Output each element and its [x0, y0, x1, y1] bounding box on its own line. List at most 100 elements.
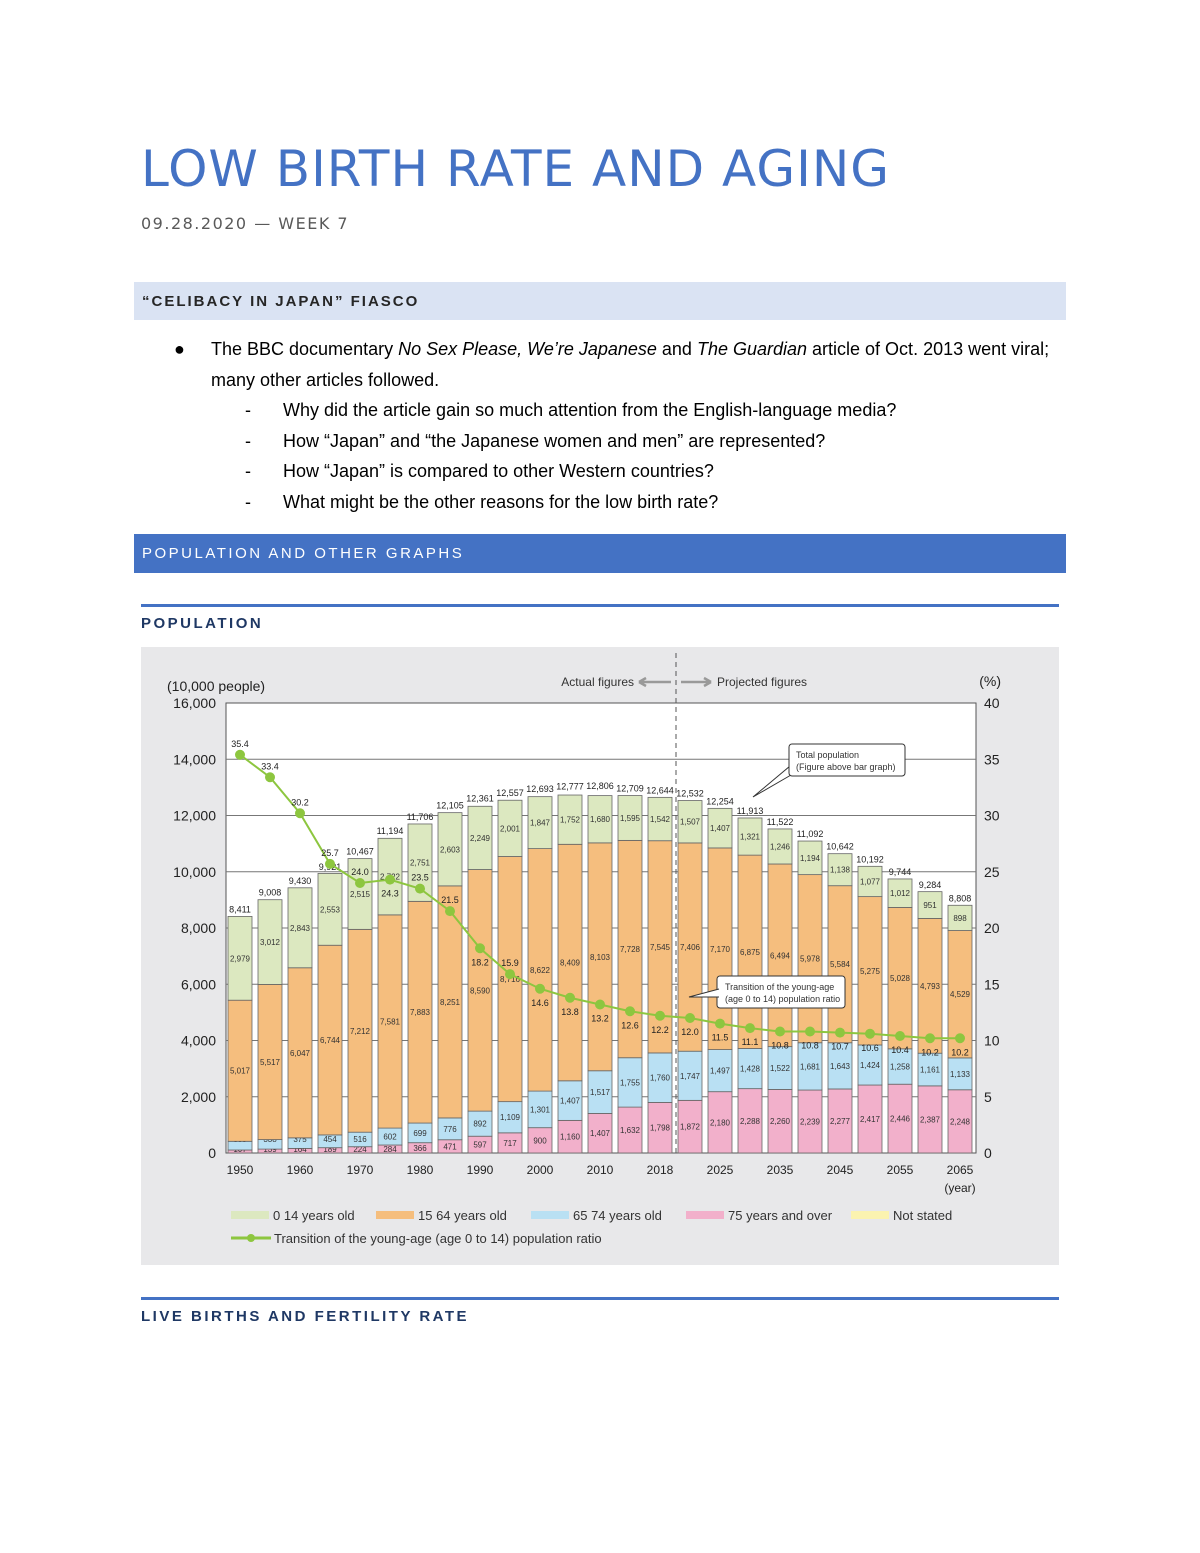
ratio-point: [745, 1023, 755, 1034]
segment-value-label: 1,407: [560, 1097, 581, 1106]
segment-value-label: 2,001: [500, 824, 521, 833]
subheading-live-births: LIVE BIRTHS AND FERTILITY RATE: [141, 1308, 470, 1325]
segment-value-label: 2,515: [350, 890, 371, 899]
bullet-list: ● The BBC documentary No Sex Please, We’…: [141, 334, 1066, 517]
segment-value-label: 471: [443, 1142, 457, 1151]
segment-value-label: 1,138: [830, 866, 851, 875]
ratio-value-label: 11.1: [742, 1037, 759, 1047]
bar-segment: [587, 1070, 613, 1114]
y-tick-label-left: 8,000: [181, 920, 216, 936]
segment-value-label: 1,680: [590, 815, 611, 824]
ratio-point: [805, 1026, 815, 1037]
segment-value-label: 1,246: [770, 842, 791, 851]
bar-segment: [767, 828, 793, 865]
ratio-value-label: 30.2: [291, 797, 309, 807]
segment-value-label: 6,744: [320, 1036, 341, 1045]
ratio-point: [475, 943, 485, 954]
segment-value-label: 1,194: [800, 854, 821, 863]
dash-icon: -: [245, 400, 251, 420]
segment-value-label: 8,590: [470, 986, 491, 995]
segment-value-label: 5,275: [860, 967, 881, 976]
segment-value-label: 1,407: [710, 824, 731, 833]
sub-list-item: - How “Japan” and “the Japanese women and…: [141, 426, 1066, 457]
bar-segment: [347, 928, 373, 1133]
total-value-label: 10,642: [826, 842, 854, 852]
segment-value-label: 8,409: [560, 959, 581, 968]
segment-value-label: 951: [923, 901, 937, 910]
bar-segment: [617, 839, 643, 1059]
segment-value-label: 454: [323, 1135, 337, 1144]
bar-segment: [407, 900, 433, 1124]
bar-segment: [617, 1057, 643, 1108]
ratio-point: [955, 1033, 965, 1044]
population-chart: 0 2,000 4,000 6,000 8,000 10,000 12,000 14,000 1…: [141, 647, 1059, 1265]
ratio-point: [895, 1031, 905, 1041]
question-text: How “Japan” and “the Japanese women and …: [283, 430, 826, 451]
segment-value-label: 2,277: [830, 1117, 851, 1126]
bar-segment: [737, 1088, 763, 1154]
x-tick-label: 2000: [527, 1163, 554, 1177]
segment-value-label: 7,883: [410, 1008, 431, 1017]
bar-segment: [527, 848, 553, 1092]
segment-value-label: 1,798: [650, 1124, 671, 1133]
segment-value-label: 1,428: [740, 1065, 761, 1074]
arrow-left-icon: [638, 676, 671, 688]
segment-value-label: 7,545: [650, 943, 671, 952]
legend-label: 15 64 years old: [418, 1208, 507, 1223]
ratio-point: [625, 1006, 635, 1017]
bar-segment: [467, 869, 493, 1112]
total-value-label: 8,411: [229, 904, 251, 914]
segment-value-label: 1,321: [740, 833, 761, 842]
bar-segment: [737, 1048, 763, 1090]
ratio-value-label: 21.5: [441, 895, 459, 905]
segment-value-label: 7,581: [380, 1017, 401, 1026]
x-tick-label: 2018: [647, 1163, 674, 1177]
segment-value-label: 1,542: [650, 815, 671, 824]
segment-value-label: 366: [413, 1144, 427, 1153]
segment-value-label: 5,517: [260, 1058, 281, 1067]
y-tick-label-right: 10: [984, 1033, 1000, 1049]
bar-segment: [587, 842, 613, 1072]
legend-swatch: [231, 1211, 269, 1219]
bar-segment: [827, 853, 853, 887]
ratio-point: [775, 1026, 785, 1037]
bar-segment: [857, 1044, 883, 1086]
ratio-value-label: 10.6: [861, 1043, 879, 1053]
bar-segment: [617, 795, 643, 841]
segment-value-label: 1,497: [710, 1067, 731, 1076]
segment-value-label: 1,522: [770, 1064, 791, 1073]
segment-value-label: 1,595: [620, 814, 641, 823]
bar-segment: [227, 916, 253, 1001]
ratio-value-label: 24.3: [381, 889, 399, 899]
ratio-point: [925, 1033, 935, 1044]
segment-value-label: 1,643: [830, 1062, 851, 1071]
bar-segment: [767, 1046, 793, 1090]
ratio-value-label: 23.5: [411, 873, 429, 883]
segment-value-label: 164: [293, 1145, 307, 1154]
segment-value-label: 5,978: [800, 955, 821, 964]
ratio-value-label: 10.8: [801, 1041, 819, 1051]
segment-value-label: 1,012: [890, 889, 911, 898]
section-heading-graphs: POPULATION AND OTHER GRAPHS: [134, 534, 1066, 573]
y-tick-label-right: 5: [984, 1089, 992, 1105]
ratio-point: [535, 983, 545, 994]
segment-value-label: 1,301: [530, 1105, 551, 1114]
segment-value-label: 1,760: [650, 1074, 671, 1083]
total-value-label: 11,522: [767, 817, 794, 827]
segment-value-label: 776: [443, 1125, 457, 1134]
bar-segment: [917, 1052, 943, 1087]
ratio-value-label: 33.4: [261, 761, 279, 771]
total-value-label: 11,706: [407, 812, 434, 822]
bar-segment: [527, 1090, 553, 1129]
ratio-point: [235, 749, 245, 760]
segment-value-label: 892: [473, 1120, 487, 1129]
bar-segment: [677, 800, 703, 844]
segment-value-label: 7,728: [620, 945, 641, 954]
ratio-point: [415, 883, 425, 894]
segment-value-label: 4,529: [950, 990, 971, 999]
segment-value-label: 224: [353, 1145, 367, 1154]
segment-value-label: 2,248: [950, 1117, 971, 1126]
bar-segment: [857, 896, 883, 1046]
segment-value-label: 1,872: [680, 1123, 701, 1132]
legend-label: 65 74 years old: [573, 1208, 662, 1223]
